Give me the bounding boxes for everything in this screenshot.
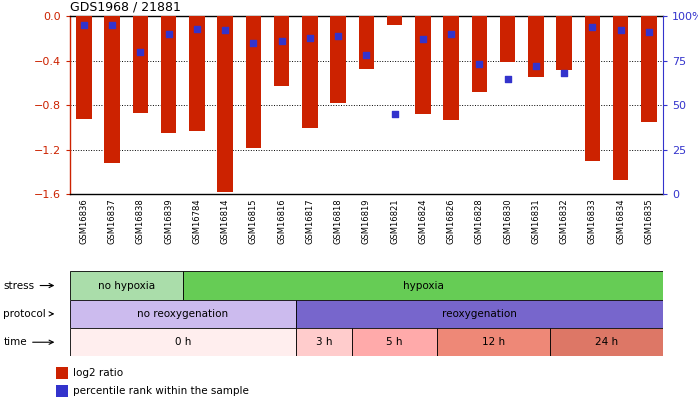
Text: reoxygenation: reoxygenation [442,309,517,319]
Text: GSM16836: GSM16836 [80,198,89,244]
Text: GSM16817: GSM16817 [306,198,314,244]
Bar [472,16,487,92]
Point [78,22,89,28]
Text: no reoxygenation: no reoxygenation [138,309,228,319]
Point [389,111,400,117]
Text: GSM16830: GSM16830 [503,198,512,244]
Text: 5 h: 5 h [387,337,403,347]
Bar [70,328,296,356]
Point [163,31,174,37]
Bar [274,16,290,86]
Text: GSM16826: GSM16826 [447,198,456,244]
Bar [70,271,183,300]
Text: GSM16833: GSM16833 [588,198,597,244]
Point [220,27,231,34]
Bar [359,16,374,68]
Bar [189,16,205,131]
Bar [161,16,177,133]
Point [276,38,288,45]
Bar [550,328,663,356]
Text: GSM16834: GSM16834 [616,198,625,244]
Bar [415,16,431,114]
Text: GSM16835: GSM16835 [644,198,653,244]
Text: GSM16814: GSM16814 [221,198,230,244]
Point [530,63,542,69]
Text: 0 h: 0 h [174,337,191,347]
Bar [352,328,437,356]
Bar [296,328,352,356]
Point [248,40,259,46]
Bar [302,16,318,128]
Text: GSM16839: GSM16839 [164,198,173,244]
Text: log2 ratio: log2 ratio [73,368,124,377]
Text: GSM16837: GSM16837 [107,198,117,244]
Bar [56,367,68,379]
Text: GSM16815: GSM16815 [249,198,258,244]
Text: GSM16784: GSM16784 [193,198,202,244]
Text: GSM16819: GSM16819 [362,198,371,244]
Text: no hypoxia: no hypoxia [98,281,155,290]
Point [474,61,485,68]
Bar [183,271,663,300]
Text: GSM16832: GSM16832 [560,198,569,244]
Point [135,49,146,55]
Bar [105,16,120,163]
Bar [500,16,516,62]
Point [304,34,315,41]
Point [361,52,372,59]
Bar [443,16,459,120]
Text: 24 h: 24 h [595,337,618,347]
Text: time: time [3,337,53,347]
Point [558,70,570,77]
Text: GSM16838: GSM16838 [136,198,145,244]
Point [191,26,202,32]
Text: 3 h: 3 h [315,337,332,347]
Point [502,75,513,82]
Bar [613,16,628,180]
Point [417,36,429,43]
Bar [528,16,544,77]
Bar [330,16,346,103]
Text: protocol: protocol [3,309,53,319]
Point [445,31,456,37]
Text: GSM16818: GSM16818 [334,198,343,244]
Text: GSM16821: GSM16821 [390,198,399,244]
Text: hypoxia: hypoxia [403,281,443,290]
Point [107,22,118,28]
Point [333,32,344,39]
Text: stress: stress [3,281,53,290]
Point [644,29,655,36]
Bar [437,328,550,356]
Text: GSM16828: GSM16828 [475,198,484,244]
Point [615,27,626,34]
Bar [296,300,663,328]
Text: GDS1968 / 21881: GDS1968 / 21881 [70,1,181,14]
Text: GSM16816: GSM16816 [277,198,286,244]
Text: GSM16824: GSM16824 [419,198,427,244]
Bar [387,16,403,25]
Text: percentile rank within the sample: percentile rank within the sample [73,386,249,396]
Bar [641,16,657,122]
Text: 12 h: 12 h [482,337,505,347]
Point [587,23,598,30]
Text: GSM16831: GSM16831 [531,198,540,244]
Bar [70,300,296,328]
Bar [246,16,261,148]
Bar [217,16,233,192]
Bar [556,16,572,70]
Bar [133,16,148,113]
Bar [56,385,68,397]
Bar [585,16,600,161]
Bar [76,16,91,119]
